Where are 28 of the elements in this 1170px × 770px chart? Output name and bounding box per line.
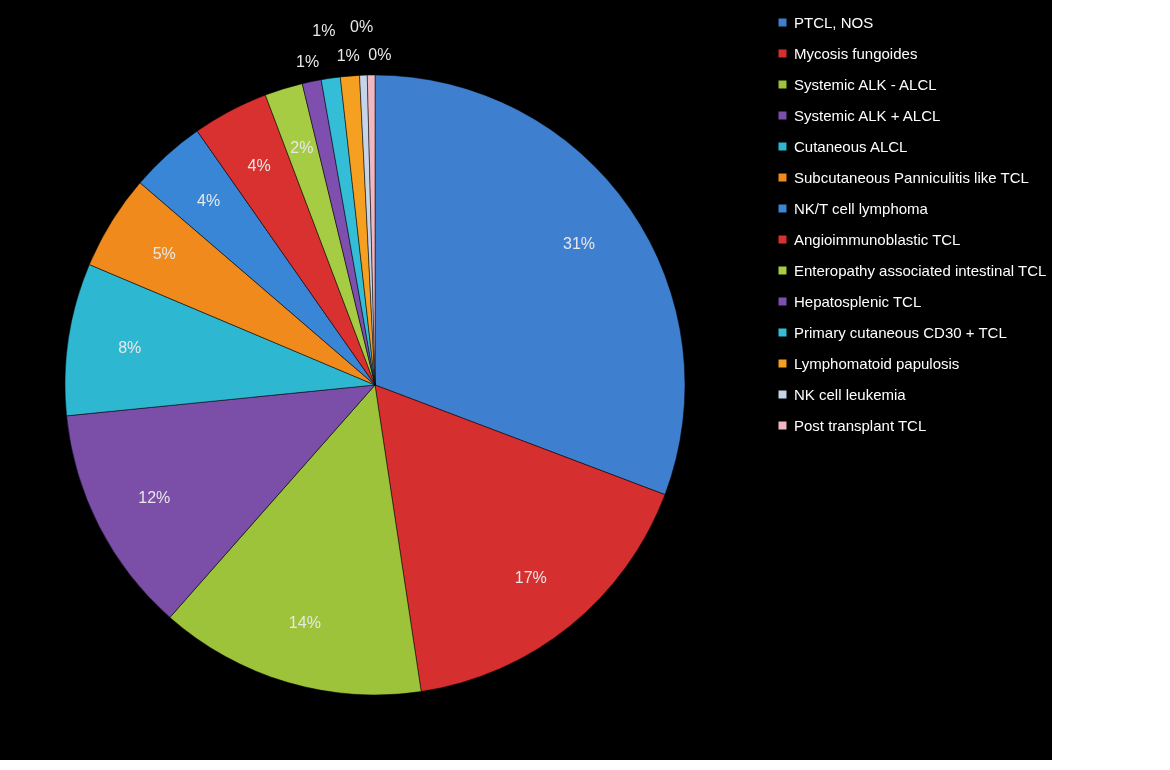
- data-label: 0%: [368, 46, 392, 64]
- data-label: 31%: [563, 235, 596, 253]
- legend-label: Cutaneous ALCL: [794, 137, 908, 155]
- data-label: 17%: [514, 568, 547, 586]
- legend-label: NK/T cell lymphoma: [794, 199, 929, 217]
- legend-label: Post transplant TCL: [794, 416, 927, 434]
- data-label: 5%: [152, 245, 176, 263]
- legend-label: PTCL, NOS: [794, 13, 874, 31]
- legend-label: Hepatosplenic TCL: [794, 292, 922, 310]
- legend-label: Systemic ALK - ALCL: [794, 75, 937, 93]
- data-label: 8%: [118, 339, 142, 357]
- data-label: 2%: [290, 139, 314, 157]
- legend-label: Angioimmunoblastic TCL: [794, 230, 961, 248]
- data-label: 4%: [197, 192, 221, 210]
- legend-label: Enteropathy associated intestinal TCL: [794, 261, 1047, 279]
- data-label: 1%: [336, 47, 360, 65]
- data-label: 14%: [288, 613, 321, 631]
- data-label: 1%: [312, 21, 336, 39]
- legend-label: Mycosis fungoides: [794, 44, 918, 62]
- legend-label: NK cell leukemia: [794, 385, 907, 403]
- legend-label: Subcutaneous Panniculitis like TCL: [794, 168, 1029, 186]
- legend-label: Primary cutaneous CD30 + TCL: [794, 323, 1007, 341]
- data-label: 4%: [247, 156, 271, 174]
- data-label: 0%: [350, 18, 374, 36]
- legend-label: Systemic ALK + ALCL: [794, 106, 941, 124]
- data-label: 1%: [296, 52, 320, 70]
- data-label: 12%: [138, 489, 171, 507]
- legend-label: Lymphomatoid papulosis: [794, 354, 960, 372]
